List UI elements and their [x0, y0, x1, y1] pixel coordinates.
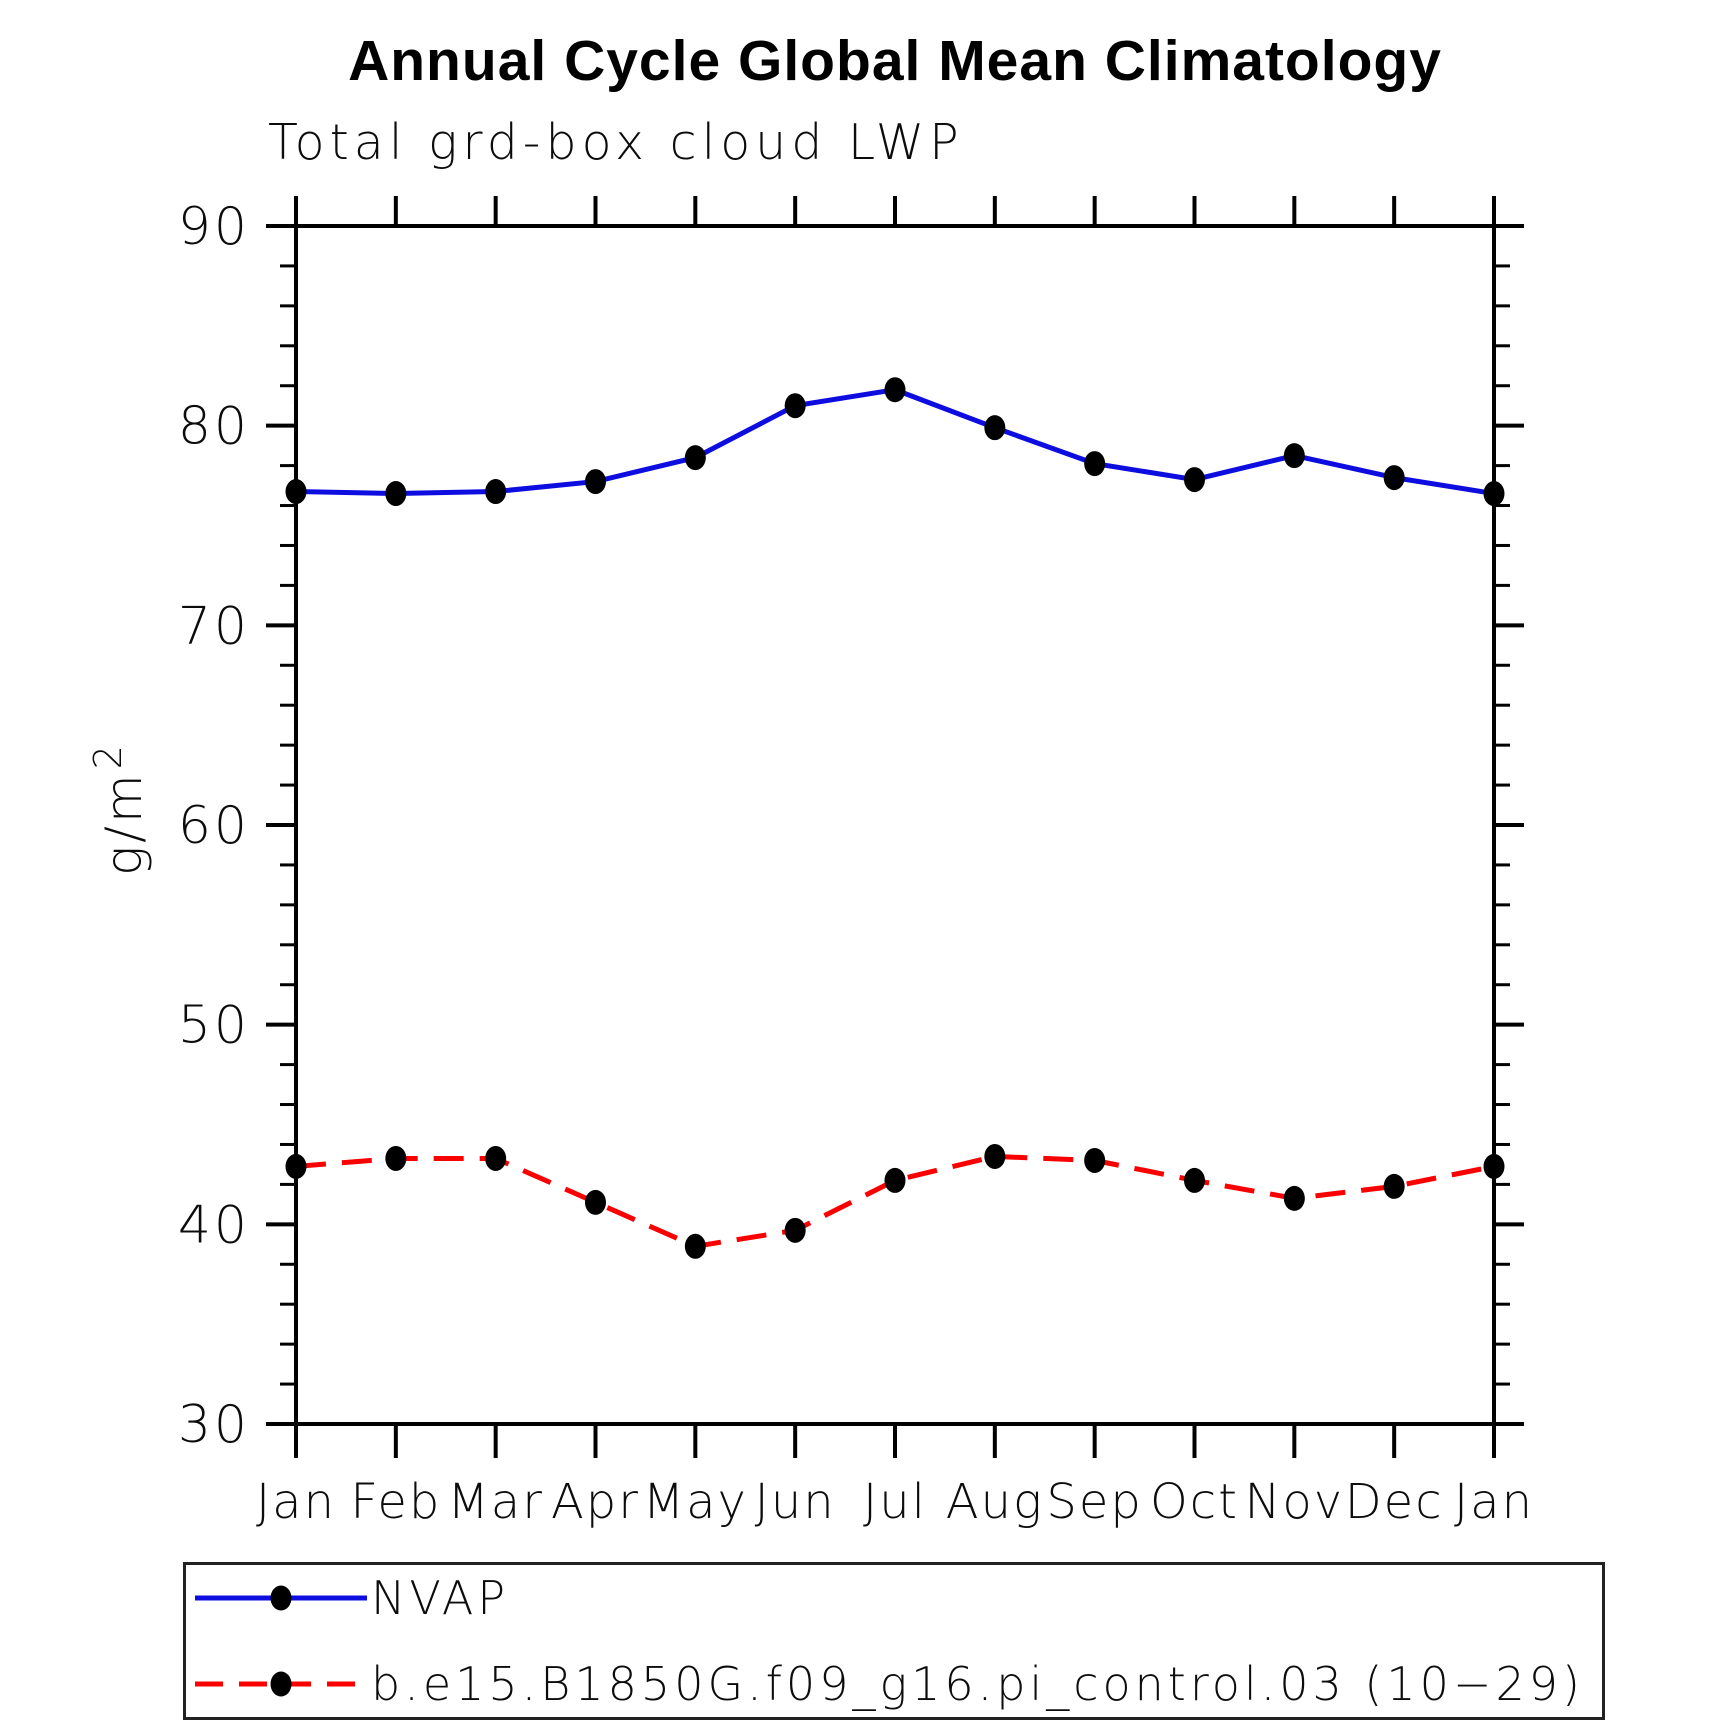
- x-tick-label: Dec: [1345, 1474, 1444, 1530]
- data-point-marker: [585, 1189, 606, 1215]
- x-tick-label: Jan: [1454, 1474, 1534, 1530]
- data-point-marker: [385, 1145, 407, 1171]
- chart-title: Annual Cycle Global Mean Climatology: [348, 29, 1442, 93]
- data-point-marker: [285, 1153, 307, 1179]
- plot-frame: [294, 224, 1496, 1426]
- data-point-marker: [1383, 465, 1405, 491]
- x-tick-label: Jul: [863, 1474, 927, 1530]
- y-tick-label: 80: [178, 397, 250, 457]
- data-point-marker: [884, 377, 906, 403]
- legend-marker-dot: [270, 1671, 292, 1697]
- y-tick-label: 50: [178, 996, 250, 1056]
- data-point-marker: [1483, 481, 1505, 507]
- y-tick-label: 90: [178, 197, 250, 257]
- data-point-marker: [1084, 1147, 1106, 1173]
- data-point-marker: [684, 1233, 706, 1259]
- legend-label-model: b.e15.B1850G.f09_g16.pi_control.03 (10−2…: [371, 1657, 1584, 1711]
- legend: NVAP b.e15.B1850G.f09_g16.pi_control.03 …: [183, 1562, 1605, 1720]
- x-tick-label: Sep: [1046, 1474, 1142, 1530]
- legend-label-nvap: NVAP: [371, 1571, 510, 1625]
- data-point-marker: [884, 1167, 906, 1193]
- data-point-marker: [1084, 451, 1106, 477]
- x-tick-label: May: [643, 1474, 748, 1530]
- legend-solid-line-sample: [195, 1585, 367, 1611]
- x-tick-label: Feb: [350, 1474, 441, 1530]
- data-point-marker: [984, 1143, 1006, 1169]
- y-tick-label: 40: [178, 1195, 250, 1255]
- data-point-marker: [1483, 1153, 1505, 1179]
- x-tick-label: Aug: [946, 1474, 1044, 1530]
- data-point-marker: [784, 1217, 806, 1243]
- x-tick-label: Jan: [256, 1474, 336, 1530]
- data-point-marker: [1283, 443, 1305, 469]
- data-point-marker: [285, 479, 307, 505]
- legend-marker-dot: [270, 1585, 292, 1611]
- data-point-marker: [1283, 1185, 1305, 1211]
- x-tick-label: Apr: [551, 1474, 640, 1530]
- y-tick-label: 70: [178, 596, 250, 656]
- data-point-marker: [485, 479, 507, 505]
- data-point-marker: [1184, 1167, 1205, 1193]
- plot-area: Jan Feb Mar Apr May Jun Jul Aug Sep Oct Nov Dec Jan3…: [178, 196, 1534, 1530]
- series-line-0: [295, 387, 1495, 497]
- x-tick-label: Oct: [1150, 1474, 1239, 1530]
- data-point-marker: [684, 445, 706, 471]
- x-tick-label: Mar: [447, 1474, 544, 1530]
- legend-dashed-line-sample: [195, 1671, 367, 1697]
- data-point-marker: [1383, 1173, 1405, 1199]
- legend-item-nvap: NVAP: [191, 1571, 1602, 1625]
- x-tick-label: Nov: [1244, 1474, 1344, 1530]
- chart-subtitle: Total grd-box cloud LWP: [268, 114, 964, 171]
- data-point-marker: [984, 415, 1006, 441]
- data-point-marker: [1184, 467, 1205, 493]
- legend-item-model: b.e15.B1850G.f09_g16.pi_control.03 (10−2…: [191, 1657, 1602, 1711]
- y-tick-label: 60: [178, 796, 250, 856]
- data-point-marker: [385, 481, 407, 507]
- x-tick-label: Jun: [755, 1474, 836, 1530]
- y-tick-label: 30: [178, 1395, 250, 1455]
- data-point-marker: [485, 1145, 507, 1171]
- data-point-marker: [585, 469, 606, 495]
- data-point-marker: [784, 393, 806, 419]
